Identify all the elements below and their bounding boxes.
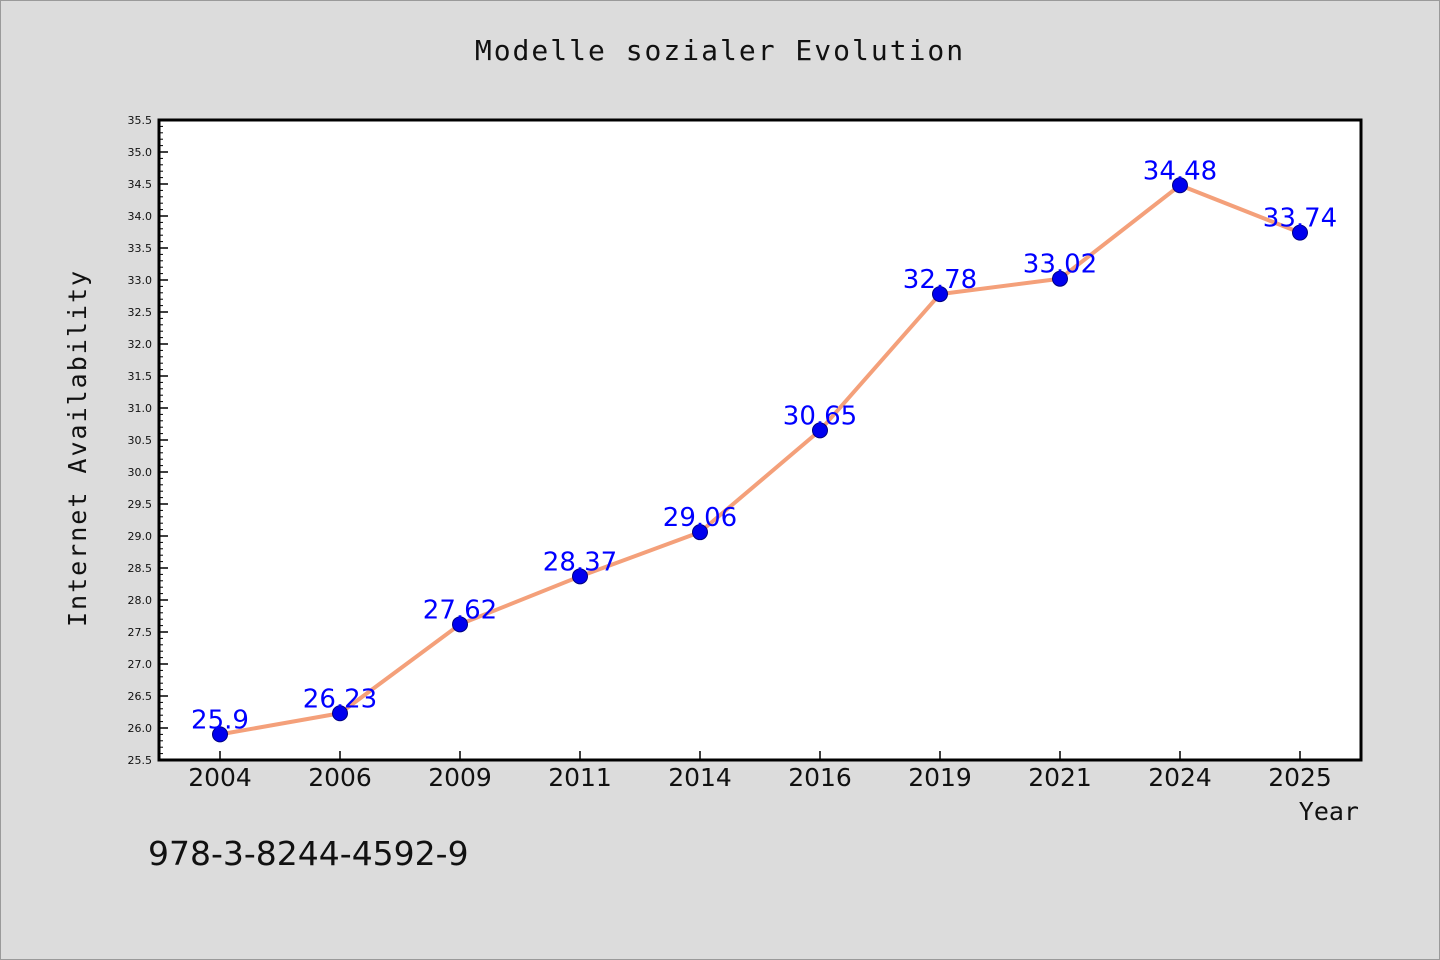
x-tick-label: 2011 — [548, 763, 612, 792]
data-point — [332, 705, 348, 722]
plot-area — [157, 118, 1363, 762]
y-tick-label: 33.0 — [128, 274, 153, 287]
y-tick-label: 29.5 — [128, 498, 153, 511]
data-label: 34.48 — [1143, 156, 1217, 186]
y-tick-label: 35.5 — [128, 114, 153, 127]
x-tick-label: 2014 — [668, 763, 732, 792]
data-label: 26.23 — [303, 684, 377, 714]
x-tick-label: 2009 — [428, 763, 492, 792]
y-tick-label: 25.5 — [128, 754, 153, 767]
data-label: 33.74 — [1263, 204, 1337, 234]
y-tick-label: 32.5 — [128, 306, 153, 319]
data-point — [452, 616, 468, 633]
x-tick-label: 2006 — [308, 763, 372, 792]
x-axis-label: Year — [1299, 797, 1359, 826]
x-axis-ticks: 2004 2006 2009 2011 2014 2016 2019 2021 2024 2025 — [188, 751, 1332, 792]
y-tick-label: 34.0 — [128, 210, 153, 223]
data-point — [932, 286, 948, 303]
data-point — [1292, 224, 1308, 241]
data-point — [212, 726, 228, 743]
x-tick-label: 2004 — [188, 763, 252, 792]
series-markers — [212, 177, 1308, 743]
data-label: 30.65 — [783, 401, 857, 431]
y-tick-label: 30.5 — [128, 434, 153, 447]
data-point — [1052, 270, 1068, 287]
x-tick-label: 2021 — [1028, 763, 1092, 792]
y-tick-label: 26.5 — [128, 690, 153, 703]
y-tick-label: 30.0 — [128, 466, 153, 479]
y-tick-label: 31.0 — [128, 402, 153, 415]
y-tick-label: 34.5 — [128, 178, 153, 191]
data-label: 28.37 — [543, 547, 617, 577]
data-label: 33.02 — [1023, 250, 1097, 280]
y-tick-label: 29.0 — [128, 530, 153, 543]
y-tick-label: 35.0 — [128, 146, 153, 159]
y-axis-label: Internet Availability — [63, 269, 92, 627]
data-point — [572, 568, 588, 585]
y-tick-label: 31.5 — [128, 370, 153, 383]
data-point — [1172, 177, 1188, 194]
x-tick-label: 2016 — [788, 763, 852, 792]
data-label: 32.78 — [903, 265, 977, 295]
data-label: 27.62 — [423, 595, 497, 625]
x-tick-label: 2024 — [1148, 763, 1212, 792]
y-tick-label: 27.0 — [128, 658, 153, 671]
y-tick-label: 32.0 — [128, 338, 153, 351]
y-tick-label: 28.5 — [128, 562, 153, 575]
data-label: 25.9 — [191, 705, 249, 735]
data-labels: 25.9 26.23 27.62 28.37 29.06 30.65 32.78 33.02 3… — [191, 156, 1337, 735]
x-tick-label: 2019 — [908, 763, 972, 792]
data-label: 29.06 — [663, 503, 737, 533]
y-axis-ticks: 25.5 26.0 26.5 27.0 27.5 28.0 28.5 29.0 29.5 30.0… — [128, 114, 168, 767]
chart-title: Modelle sozialer Evolution — [474, 34, 966, 67]
y-tick-label: 27.5 — [128, 626, 153, 639]
data-point — [812, 422, 828, 439]
y-tick-label: 26.0 — [128, 722, 153, 735]
y-tick-label: 33.5 — [128, 242, 153, 255]
x-tick-label: 2025 — [1268, 763, 1332, 792]
isbn-text: 978-3-8244-4592-9 — [148, 834, 469, 873]
y-tick-label: 28.0 — [128, 594, 153, 607]
data-point — [692, 524, 708, 541]
series-line — [219, 183, 1301, 737]
